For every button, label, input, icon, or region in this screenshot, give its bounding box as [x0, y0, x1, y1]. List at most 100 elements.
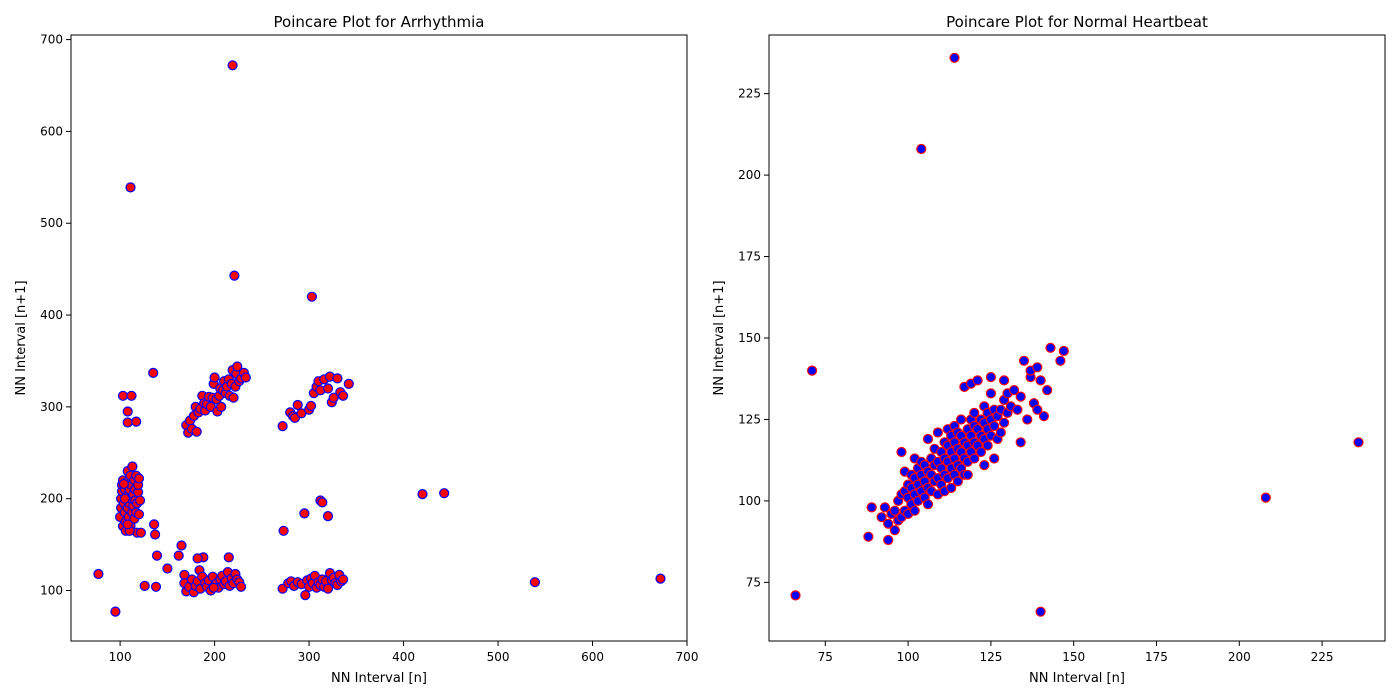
data-point [889, 505, 900, 516]
data-point [1012, 404, 1023, 415]
data-point [909, 505, 920, 516]
data-point [962, 469, 973, 480]
data-point [110, 606, 121, 617]
data-point [1015, 437, 1026, 448]
data-point [223, 552, 234, 563]
data-point [134, 495, 146, 506]
data-point [806, 365, 818, 376]
data-point [889, 525, 900, 536]
data-point [343, 378, 354, 389]
data-point [1035, 375, 1046, 386]
data-point [148, 367, 159, 378]
data-point [208, 582, 219, 593]
data-point [876, 512, 887, 523]
data-point [1055, 355, 1066, 366]
y-tick-label: 225 [738, 87, 761, 101]
data-point [790, 590, 801, 601]
data-point [117, 390, 129, 401]
data-point [133, 509, 145, 520]
chart-title: Poincare Plot for Normal Heartbeat [946, 13, 1208, 31]
y-tick-label: 175 [738, 250, 761, 264]
data-point [946, 482, 957, 493]
x-tick-label: 200 [203, 650, 226, 664]
data-point [126, 390, 137, 401]
data-point [118, 478, 130, 490]
chart-normal-heartbeat: 75 100 125 150 175 200 225 75 100 125 150 175 200 225… [712, 13, 1386, 686]
data-point [952, 476, 963, 487]
data-point [133, 473, 145, 484]
y-tick-label: 100 [738, 494, 761, 508]
data-point [151, 550, 163, 561]
chart-arrhythmia: 100 200 300 400 500 600 700 100 200 300 400 500 600 7… [14, 13, 698, 686]
y-tick-label: 300 [40, 400, 63, 414]
data-point [122, 417, 133, 428]
data-point [131, 416, 142, 427]
y-tick-label: 150 [738, 331, 761, 345]
data-point [1032, 362, 1043, 373]
scatter-points [93, 60, 666, 617]
data-point [989, 420, 1000, 432]
data-point [119, 493, 131, 504]
scatter-points [790, 52, 1364, 617]
x-tick-label: 225 [1311, 650, 1334, 664]
x-tick-label: 150 [1062, 650, 1085, 664]
data-point [655, 573, 666, 584]
data-point [1022, 414, 1033, 425]
data-point [93, 568, 104, 580]
data-point [439, 488, 450, 499]
y-tick-label: 400 [40, 308, 63, 322]
data-point [240, 372, 251, 383]
y-tick-label: 100 [40, 584, 63, 598]
y-axis-label: NN Interval [n+1] [14, 280, 29, 395]
data-point [1018, 355, 1030, 366]
data-point [1045, 342, 1056, 353]
data-point [1260, 492, 1271, 503]
data-point [896, 446, 907, 458]
data-point [299, 508, 310, 519]
data-point [979, 460, 990, 471]
data-point [232, 361, 243, 372]
x-tick-label: 400 [392, 650, 415, 664]
data-point [1038, 411, 1050, 422]
data-point [227, 60, 238, 71]
data-point [998, 375, 1010, 386]
data-point [1015, 391, 1026, 402]
data-point [236, 581, 247, 592]
y-tick-label: 125 [738, 412, 761, 426]
data-point [322, 583, 334, 594]
x-tick-label: 75 [818, 650, 833, 664]
data-point [982, 440, 993, 451]
y-tick-label: 500 [40, 216, 63, 230]
data-point [969, 453, 980, 464]
plot-frame [70, 34, 688, 642]
data-point [995, 427, 1006, 438]
y-tick-label: 75 [746, 575, 761, 589]
x-tick-label: 175 [1145, 650, 1168, 664]
data-point [883, 534, 894, 546]
data-point [955, 414, 967, 425]
data-point [305, 400, 317, 411]
data-point [1058, 345, 1069, 357]
data-point [932, 427, 944, 438]
data-point [883, 518, 894, 529]
x-tick-label: 500 [487, 650, 510, 664]
x-tick-label: 100 [109, 650, 132, 664]
x-tick-label: 100 [897, 650, 920, 664]
data-point [228, 392, 239, 403]
x-axis-label: NN Interval [n] [1029, 671, 1125, 686]
data-point [125, 182, 136, 193]
y-tick-label: 200 [738, 168, 761, 182]
y-tick-label: 200 [40, 492, 63, 506]
data-point [922, 433, 934, 445]
data-point [328, 392, 339, 403]
x-axis-label: NN Interval [n] [331, 671, 427, 686]
data-point [122, 406, 133, 417]
x-tick-label: 600 [581, 650, 604, 664]
chart-title: Poincare Plot for Arrhythmia [274, 13, 485, 31]
data-point [922, 499, 934, 510]
data-point [338, 574, 349, 585]
y-axis-label: NN Interval [n+1] [712, 280, 727, 395]
data-point [529, 577, 541, 588]
data-point [417, 489, 428, 500]
data-point [863, 531, 874, 542]
